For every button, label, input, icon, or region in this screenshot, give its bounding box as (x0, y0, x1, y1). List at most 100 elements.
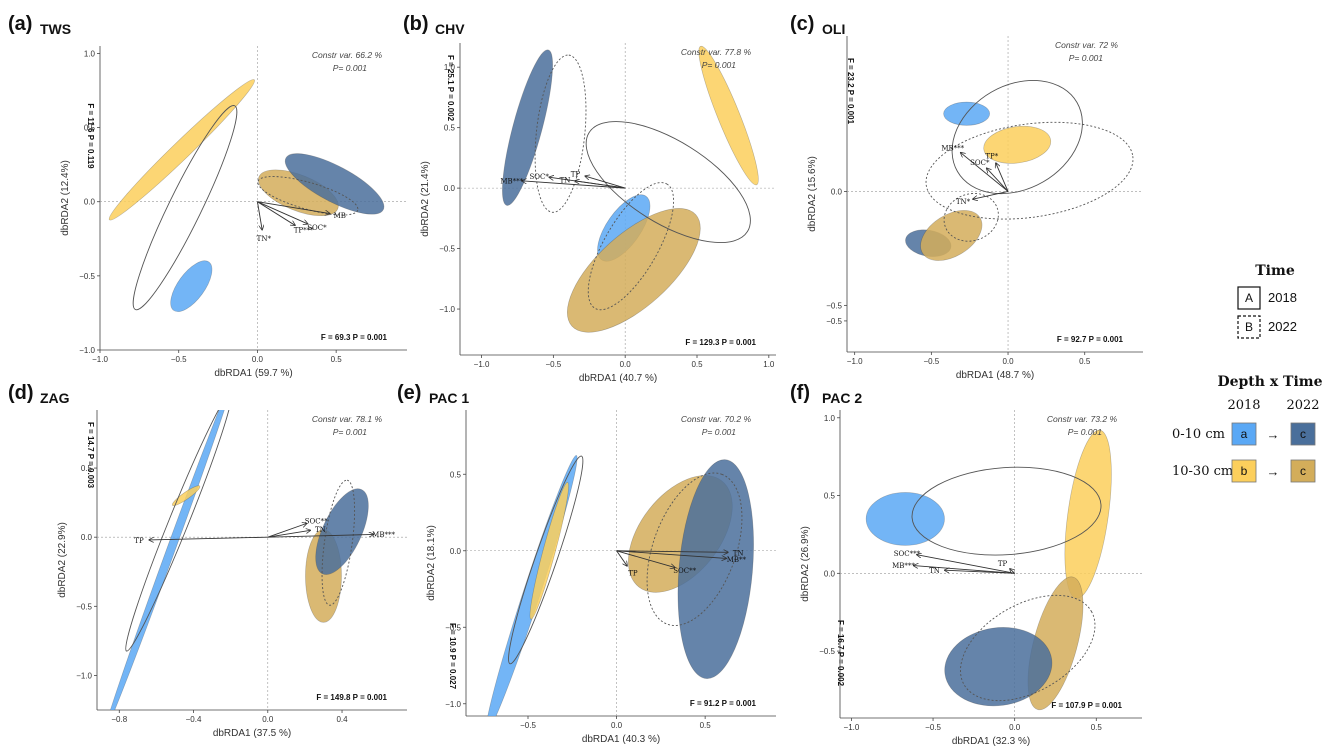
x-tick-label: 0.0 (262, 715, 274, 724)
y-tick-label: −1.0 (445, 700, 461, 709)
hull-dashed (587, 182, 675, 311)
y-axis-label: dbRDA2 (18.1%) (426, 525, 437, 601)
vector-arrow (917, 555, 1015, 574)
vector-arrow (616, 550, 628, 566)
legend-time-solid-box-letter: A (1245, 291, 1253, 305)
x-tick-label: −0.5 (171, 355, 187, 364)
vector-label: MB** (727, 556, 747, 564)
legend-arrow-1: → (1267, 427, 1280, 442)
vector-label: TP (628, 570, 638, 578)
y-axis-label: dbRDA2 (26.9%) (800, 526, 811, 602)
constr-var-text: Constr var. 70.2 % (681, 414, 752, 424)
legend-row-10-30-label: 10-30 cm (1172, 464, 1233, 479)
vector-label: SOC* (307, 224, 327, 232)
vector-arrow (616, 551, 729, 553)
y-tick-label: 0.5 (84, 124, 96, 133)
vector-arrow (913, 566, 1015, 574)
hull-solid (508, 455, 584, 665)
f-stat-y: F = 11.6 P = 0.119 (86, 103, 95, 169)
vector-arrow (267, 530, 311, 538)
hull-solid (132, 105, 238, 311)
y-tick-label: 0.5 (450, 470, 462, 479)
y-axis-label: dbRDA2 (21.4%) (420, 161, 431, 237)
vector-arrow (987, 168, 1009, 192)
panel-label: (a) (8, 13, 32, 35)
vector-arrow (1010, 569, 1015, 574)
ellipse-a-2018-0-10 (485, 455, 578, 716)
x-axis-label: dbRDA1 (37.5 %) (213, 728, 291, 739)
f-stat-x: F = 129.3 P = 0.001 (685, 338, 756, 347)
y-tick-label: −0.5 (826, 301, 842, 310)
x-tick-label: 0.0 (620, 360, 632, 369)
f-stat-x: F = 92.7 P = 0.001 (1057, 335, 1124, 344)
panel-a: (a) TWS −1.0 −0.5 0.0 0.5 −1.0 −0.5 0.0 0.5 1.0 dbR… (8, 13, 407, 379)
y-tick-label: −0.5 (76, 602, 92, 611)
vector-label: MB*** (500, 177, 523, 185)
x-tick-label: 0.4 (336, 715, 348, 724)
x-tick-label: −1.0 (92, 355, 108, 364)
constr-var-text: Constr var. 66.2 % (312, 50, 383, 60)
vector-label: MB*** (941, 144, 964, 152)
vector-label: TP* (985, 153, 998, 161)
vector-arrow (616, 550, 675, 568)
x-tick-label: −1.0 (844, 723, 860, 732)
y-axis-label: dbRDA2 (12.4%) (60, 160, 71, 236)
vector-arrow (257, 201, 295, 226)
panel-site: OLI (822, 21, 845, 37)
x-tick-label: −0.8 (111, 715, 127, 724)
hull-solid (951, 79, 1083, 195)
f-stat-y: F = 23.2 P = 0.001 (846, 58, 855, 125)
x-axis-label: dbRDA1 (59.7 %) (214, 368, 292, 379)
y-tick-label: 0.0 (84, 198, 96, 207)
hull-dashed (646, 472, 743, 626)
vector-label: TP*** (294, 227, 314, 235)
vector-arrow (149, 536, 268, 540)
x-tick-label: 0.5 (331, 355, 343, 364)
y-tick-label: 0.0 (444, 184, 456, 193)
legend-time-2022-label: 2022 (1268, 319, 1297, 334)
legend-time-title: Time (1255, 263, 1295, 279)
y-tick-label: 1.0 (444, 63, 456, 72)
f-stat-x: F = 91.2 P = 0.001 (690, 699, 757, 708)
legend-swatch-a-letter: a (1241, 427, 1248, 441)
constr-var-text: Constr var. 77.8 % (681, 47, 752, 57)
y-tick-label: 0.0 (81, 533, 93, 542)
ellipse-a-2018-0-10 (103, 410, 236, 710)
hull-solid (585, 121, 751, 244)
plot-area: MB*** SOC*TP* TN* (905, 79, 1134, 261)
vector-label: TP (571, 171, 581, 179)
vector-arrow (575, 181, 626, 189)
panel-d: (d) ZAG −0.8 −0.4 0.0 0.4 −1.0 −0.5 0.0 0.5 dbRDA1… (8, 382, 407, 739)
p-value-text: P= 0.001 (1069, 53, 1104, 63)
vector-arrow (267, 523, 307, 538)
hull-dashed (321, 479, 356, 606)
legend-time-dashed-box (1237, 315, 1261, 339)
panel-site: PAC 1 (429, 390, 469, 406)
y-tick-label: −0.5 (819, 647, 835, 656)
legend-swatch-b-letter: b (1241, 464, 1248, 478)
vector-label: SOC** (673, 567, 696, 575)
vector-label: TN (733, 549, 744, 557)
ellipse-c-2022-0-10 (315, 488, 369, 575)
y-tick-label: 0.5 (824, 492, 836, 501)
y-tick-label: 0.0 (824, 569, 836, 578)
vector-label: SOC** (305, 518, 328, 526)
y-tick-label: 1.0 (824, 414, 836, 423)
panel-c: (c) OLI −1.0 −0.5 0.0 0.5 −0.5 0.0 −0.5 dbRDA1 (4… (790, 13, 1143, 381)
y-tick-label: −0.5 (445, 623, 461, 632)
legend-arrow-2: → (1267, 464, 1280, 479)
p-value-text: P= 0.001 (702, 427, 737, 437)
panel-site: TWS (40, 21, 71, 37)
legend-swatch-b (1231, 459, 1257, 483)
panel-b: (b) CHV −1.0 −0.5 0.0 0.5 1.0 −1.0 −0.5 0.0 0.5 1.0… (403, 13, 776, 384)
x-tick-label: 0.5 (691, 360, 703, 369)
x-tick-label: −1.0 (847, 357, 863, 366)
constr-var-text: Constr var. 78.1 % (312, 414, 383, 424)
legend-swatch-c-10-30 (1290, 459, 1316, 483)
ellipse-a-2018-0-10 (865, 492, 945, 546)
x-tick-label: −0.5 (923, 357, 939, 366)
vector-label: MB*** (372, 531, 395, 539)
plot-area: SOC*** MB*** TN TP (865, 429, 1112, 711)
panel-label: (c) (790, 13, 814, 35)
